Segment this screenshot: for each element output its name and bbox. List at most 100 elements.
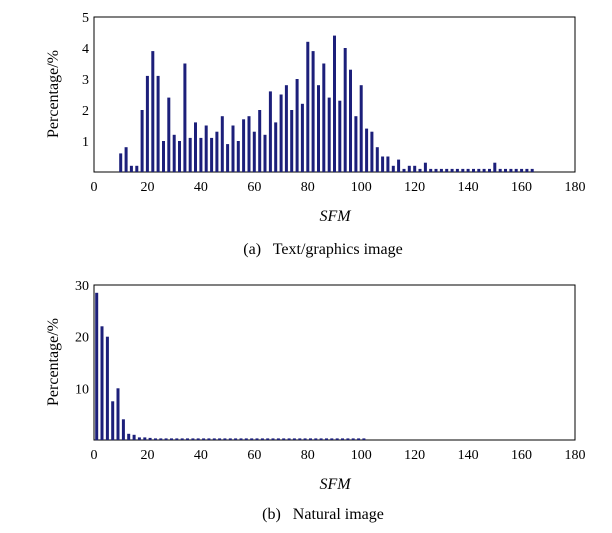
bar xyxy=(423,162,427,172)
y-tick-label: 10 xyxy=(75,382,89,397)
bar xyxy=(402,168,406,172)
bar xyxy=(236,141,240,172)
y-tick-label: 5 xyxy=(82,11,89,26)
bar xyxy=(183,63,187,172)
y-tick-label: 3 xyxy=(82,73,89,88)
bar xyxy=(450,168,454,172)
bar xyxy=(162,141,165,172)
bar xyxy=(202,438,206,440)
bar xyxy=(314,438,318,440)
bar xyxy=(242,119,246,172)
bar xyxy=(346,438,350,440)
bar xyxy=(338,100,342,172)
x-tick-label: 140 xyxy=(458,448,479,463)
bar xyxy=(271,438,275,440)
bar xyxy=(327,97,331,172)
bar xyxy=(220,116,224,172)
bar xyxy=(207,438,211,440)
y-tick-label: 1 xyxy=(82,135,89,150)
bar xyxy=(300,103,304,172)
bar xyxy=(188,137,192,172)
x-tick-label: 20 xyxy=(140,448,154,463)
bar xyxy=(407,165,411,172)
bar xyxy=(132,434,136,440)
bar xyxy=(105,336,109,440)
bar xyxy=(226,144,230,172)
bar xyxy=(322,63,326,172)
bar xyxy=(386,156,390,172)
y-tick-label: 4 xyxy=(82,42,89,57)
bar xyxy=(175,438,179,440)
bar xyxy=(116,388,120,440)
bar xyxy=(298,438,302,440)
bar xyxy=(212,438,216,440)
bar xyxy=(154,438,157,440)
bar xyxy=(365,128,369,172)
bar xyxy=(250,438,254,440)
bar xyxy=(204,125,208,172)
bar xyxy=(282,438,286,440)
bar xyxy=(349,69,352,172)
bar xyxy=(445,168,449,172)
bar xyxy=(290,110,294,172)
bar xyxy=(191,438,195,440)
bar xyxy=(164,438,168,440)
bars xyxy=(95,292,366,441)
bar xyxy=(397,159,401,172)
x-tick-label: 80 xyxy=(301,180,315,195)
x-tick-label: 20 xyxy=(140,180,154,195)
bar xyxy=(170,438,173,440)
bar xyxy=(343,48,347,172)
bar xyxy=(100,326,104,440)
bar xyxy=(375,147,379,172)
chart-text-graphics: 0 20 40 60 80 100 120 140 160 180 1 2 3 4 5 Percentage… xyxy=(45,11,586,258)
x-axis-label: SFM xyxy=(319,208,352,225)
bar xyxy=(231,125,235,172)
bar xyxy=(215,131,219,172)
bar xyxy=(210,137,214,172)
bar xyxy=(498,168,502,172)
bar xyxy=(362,438,366,440)
bar xyxy=(148,437,152,440)
bar xyxy=(124,147,128,172)
bar xyxy=(472,168,475,172)
bar xyxy=(234,438,238,440)
bar xyxy=(159,438,163,440)
bar xyxy=(218,438,222,440)
x-tick-label: 180 xyxy=(565,448,586,463)
bar xyxy=(135,165,139,172)
bar xyxy=(306,41,310,172)
bar xyxy=(311,51,315,172)
bar xyxy=(461,168,465,172)
bar xyxy=(228,438,232,440)
bar xyxy=(276,438,280,440)
bar xyxy=(504,168,507,172)
bar xyxy=(194,122,197,172)
bar xyxy=(137,437,141,440)
y-tick-label: 20 xyxy=(75,331,89,346)
bar xyxy=(370,131,374,172)
x-tick-label: 160 xyxy=(511,448,532,463)
bars xyxy=(119,35,534,172)
bar xyxy=(260,438,264,440)
bar xyxy=(263,134,267,172)
bar xyxy=(319,438,323,440)
bar xyxy=(140,110,144,172)
bar xyxy=(509,168,513,172)
y-tick-label: 30 xyxy=(75,279,89,294)
bar xyxy=(493,162,497,172)
bar xyxy=(359,85,363,172)
x-tick-label: 100 xyxy=(351,448,372,463)
bar xyxy=(199,137,203,172)
bar xyxy=(295,79,299,172)
bar xyxy=(266,438,270,440)
bar xyxy=(341,438,344,440)
x-tick-label: 0 xyxy=(91,448,98,463)
bar xyxy=(143,437,147,440)
plot-frame xyxy=(93,284,576,441)
y-axis-label: Percentage/% xyxy=(45,50,62,138)
bar xyxy=(145,75,149,172)
bar xyxy=(95,292,99,441)
bar xyxy=(351,438,355,440)
